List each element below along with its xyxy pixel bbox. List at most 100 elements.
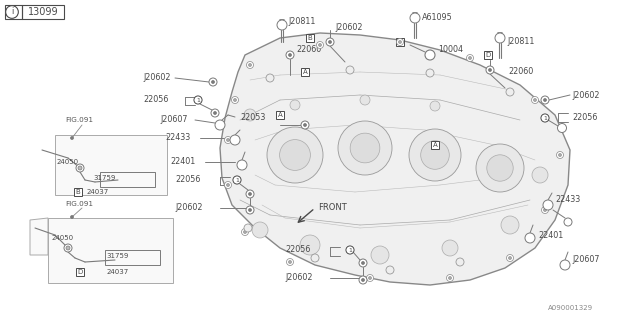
Circle shape — [425, 50, 435, 60]
Bar — [55, 135, 167, 195]
Circle shape — [362, 278, 365, 282]
Text: 22433: 22433 — [555, 196, 580, 204]
Circle shape — [346, 66, 354, 74]
Circle shape — [266, 74, 274, 82]
Circle shape — [227, 183, 230, 187]
Text: 22056: 22056 — [572, 114, 597, 123]
Circle shape — [350, 133, 380, 163]
Circle shape — [467, 54, 474, 61]
Circle shape — [501, 216, 519, 234]
Bar — [105, 250, 160, 265]
Circle shape — [430, 101, 440, 111]
Text: A61095: A61095 — [422, 13, 452, 22]
Text: J20607: J20607 — [160, 116, 188, 124]
Text: J20602: J20602 — [572, 91, 600, 100]
Circle shape — [214, 111, 216, 115]
Circle shape — [300, 235, 320, 255]
Bar — [22, 5, 64, 19]
Text: 22060: 22060 — [508, 68, 533, 76]
Circle shape — [362, 261, 365, 265]
Circle shape — [488, 68, 492, 71]
Text: 22053: 22053 — [240, 114, 266, 123]
Text: J20811: J20811 — [288, 18, 316, 27]
Circle shape — [456, 258, 464, 266]
Text: J20602: J20602 — [285, 274, 312, 283]
Circle shape — [290, 100, 300, 110]
Polygon shape — [30, 218, 48, 255]
Text: A: A — [433, 142, 437, 148]
Circle shape — [360, 95, 370, 105]
Text: 22056: 22056 — [285, 245, 310, 254]
Circle shape — [426, 69, 434, 77]
Circle shape — [543, 209, 547, 212]
Circle shape — [66, 246, 70, 250]
Text: 22401: 22401 — [170, 157, 195, 166]
Circle shape — [227, 139, 230, 141]
Circle shape — [301, 121, 309, 129]
Bar — [48, 218, 173, 283]
Circle shape — [525, 233, 535, 243]
Circle shape — [543, 200, 553, 210]
Text: A: A — [303, 69, 307, 75]
Circle shape — [211, 81, 214, 84]
Circle shape — [246, 190, 254, 198]
Text: 1: 1 — [543, 116, 547, 121]
Text: 13099: 13099 — [28, 7, 58, 17]
Circle shape — [532, 167, 548, 183]
Circle shape — [328, 41, 332, 44]
Text: 22433: 22433 — [165, 133, 190, 142]
Circle shape — [359, 259, 367, 267]
Circle shape — [289, 260, 291, 263]
Text: 1: 1 — [196, 98, 200, 102]
Circle shape — [289, 53, 291, 57]
Text: 22056: 22056 — [143, 95, 168, 105]
Circle shape — [64, 244, 72, 252]
Text: 24050: 24050 — [52, 235, 74, 241]
Text: C: C — [397, 39, 403, 45]
Text: D: D — [485, 52, 491, 58]
Circle shape — [541, 206, 548, 213]
Circle shape — [557, 124, 566, 132]
Circle shape — [476, 144, 524, 192]
Circle shape — [369, 276, 371, 279]
Circle shape — [76, 164, 84, 172]
Text: A090001329: A090001329 — [548, 305, 593, 311]
Circle shape — [244, 109, 256, 121]
Circle shape — [420, 141, 449, 169]
Circle shape — [564, 218, 572, 226]
Text: i: i — [11, 7, 13, 17]
Circle shape — [277, 20, 287, 30]
Text: FIG.091: FIG.091 — [65, 117, 93, 123]
Text: 24050: 24050 — [57, 159, 79, 165]
Circle shape — [78, 166, 82, 170]
Circle shape — [409, 129, 461, 181]
Text: D: D — [77, 269, 83, 275]
Circle shape — [215, 120, 225, 130]
Circle shape — [543, 99, 547, 101]
Circle shape — [211, 109, 219, 117]
Circle shape — [234, 99, 237, 101]
Circle shape — [541, 96, 549, 104]
Circle shape — [237, 160, 247, 170]
Circle shape — [386, 266, 394, 274]
Circle shape — [303, 124, 307, 126]
Circle shape — [243, 230, 246, 234]
Text: 31759: 31759 — [94, 175, 116, 181]
Circle shape — [246, 206, 254, 214]
Circle shape — [560, 260, 570, 270]
Text: 24037: 24037 — [107, 269, 129, 275]
Circle shape — [449, 276, 451, 279]
Text: J20811: J20811 — [507, 37, 534, 46]
Circle shape — [317, 42, 323, 49]
Text: 10004: 10004 — [438, 45, 463, 54]
Text: J20602: J20602 — [175, 204, 202, 212]
Text: 22060: 22060 — [296, 45, 321, 54]
Text: 1: 1 — [235, 178, 239, 182]
Text: 22401: 22401 — [538, 230, 563, 239]
Circle shape — [248, 63, 252, 67]
Circle shape — [531, 97, 538, 103]
Text: 31759: 31759 — [107, 253, 129, 259]
Circle shape — [442, 240, 458, 256]
Text: FIG.091: FIG.091 — [65, 201, 93, 207]
Circle shape — [410, 13, 420, 23]
